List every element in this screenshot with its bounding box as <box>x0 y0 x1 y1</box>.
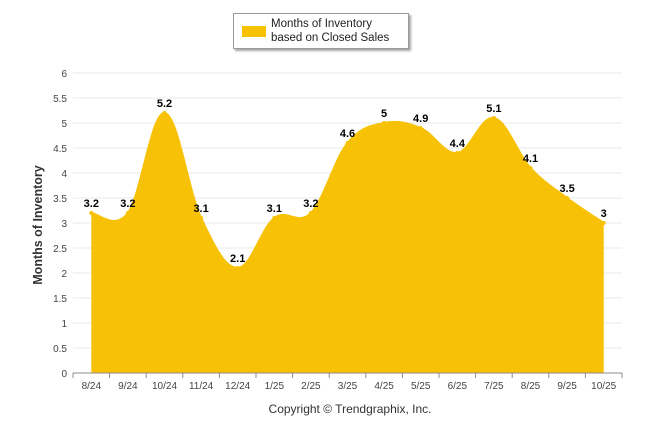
data-point[interactable] <box>308 211 313 215</box>
y-tick-label: 4 <box>61 169 67 180</box>
data-label: 3.2 <box>84 198 99 210</box>
data-label: 3.5 <box>559 183 574 195</box>
x-tick-label: 5/25 <box>411 381 431 392</box>
data-point[interactable] <box>125 211 130 215</box>
x-tick-label: 3/25 <box>338 381 358 392</box>
copyright-footer: Copyright © Trendgraphix, Inc. <box>268 402 432 416</box>
y-tick-label: 5.5 <box>53 94 67 105</box>
x-tick-label: 1/25 <box>265 381 285 392</box>
data-point[interactable] <box>455 151 460 155</box>
y-tick-label: 1 <box>61 319 67 330</box>
legend-label: Months of Inventory based on Closed Sale… <box>271 18 390 44</box>
y-axis-label: Months of Inventory <box>31 165 45 285</box>
data-label: 5.2 <box>157 98 172 110</box>
x-tick-label: 4/25 <box>374 381 394 392</box>
data-label: 4.6 <box>340 128 355 140</box>
y-tick-label: 6 <box>61 69 67 80</box>
data-label: 4.4 <box>450 138 466 150</box>
y-tick-label: 3.5 <box>53 194 67 205</box>
data-label: 3.2 <box>303 198 318 210</box>
x-tick-label: 6/25 <box>448 381 468 392</box>
data-label: 3 <box>601 208 607 220</box>
data-label: 5.1 <box>486 103 501 115</box>
data-point[interactable] <box>272 216 277 220</box>
data-point[interactable] <box>565 196 570 200</box>
data-label: 4.1 <box>523 153 538 165</box>
data-point[interactable] <box>601 221 606 225</box>
data-point[interactable] <box>199 216 204 220</box>
data-point[interactable] <box>491 116 496 120</box>
data-point[interactable] <box>345 141 350 145</box>
x-tick-label: 9/24 <box>118 381 138 392</box>
data-point[interactable] <box>89 211 94 215</box>
legend[interactable]: Months of Inventory based on Closed Sale… <box>233 13 409 49</box>
y-tick-label: 5 <box>61 119 67 130</box>
series-line <box>91 111 605 270</box>
data-label: 3.2 <box>120 198 135 210</box>
y-tick-label: 2.5 <box>53 244 67 255</box>
data-point[interactable] <box>418 126 423 130</box>
legend-swatch-icon <box>242 26 266 37</box>
y-tick-label: 2 <box>61 269 67 280</box>
data-label: 3.1 <box>267 203 282 215</box>
data-label: 3.1 <box>193 203 208 215</box>
x-tick-label: 2/25 <box>301 381 321 392</box>
x-tick-label: 12/24 <box>225 381 250 392</box>
x-tick-label: 10/24 <box>152 381 177 392</box>
x-tick-label: 11/24 <box>189 381 214 392</box>
data-point[interactable] <box>235 266 240 270</box>
x-tick-label: 8/25 <box>521 381 541 392</box>
series-area[interactable] <box>91 112 604 373</box>
y-tick-label: 1.5 <box>53 294 67 305</box>
data-label: 5 <box>381 108 387 120</box>
data-point[interactable] <box>528 166 533 170</box>
data-point[interactable] <box>382 121 387 125</box>
x-tick-label: 10/25 <box>591 381 616 392</box>
data-point[interactable] <box>162 111 167 115</box>
y-tick-label: 0.5 <box>53 344 67 355</box>
x-tick-label: 9/25 <box>557 381 577 392</box>
y-tick-label: 3 <box>61 219 67 230</box>
data-label: 4.9 <box>413 113 428 125</box>
y-tick-label: 4.5 <box>53 144 67 155</box>
x-tick-label: 8/24 <box>82 381 102 392</box>
data-label: 2.1 <box>230 253 245 265</box>
x-tick-label: 7/25 <box>484 381 504 392</box>
y-tick-label: 0 <box>61 369 67 380</box>
